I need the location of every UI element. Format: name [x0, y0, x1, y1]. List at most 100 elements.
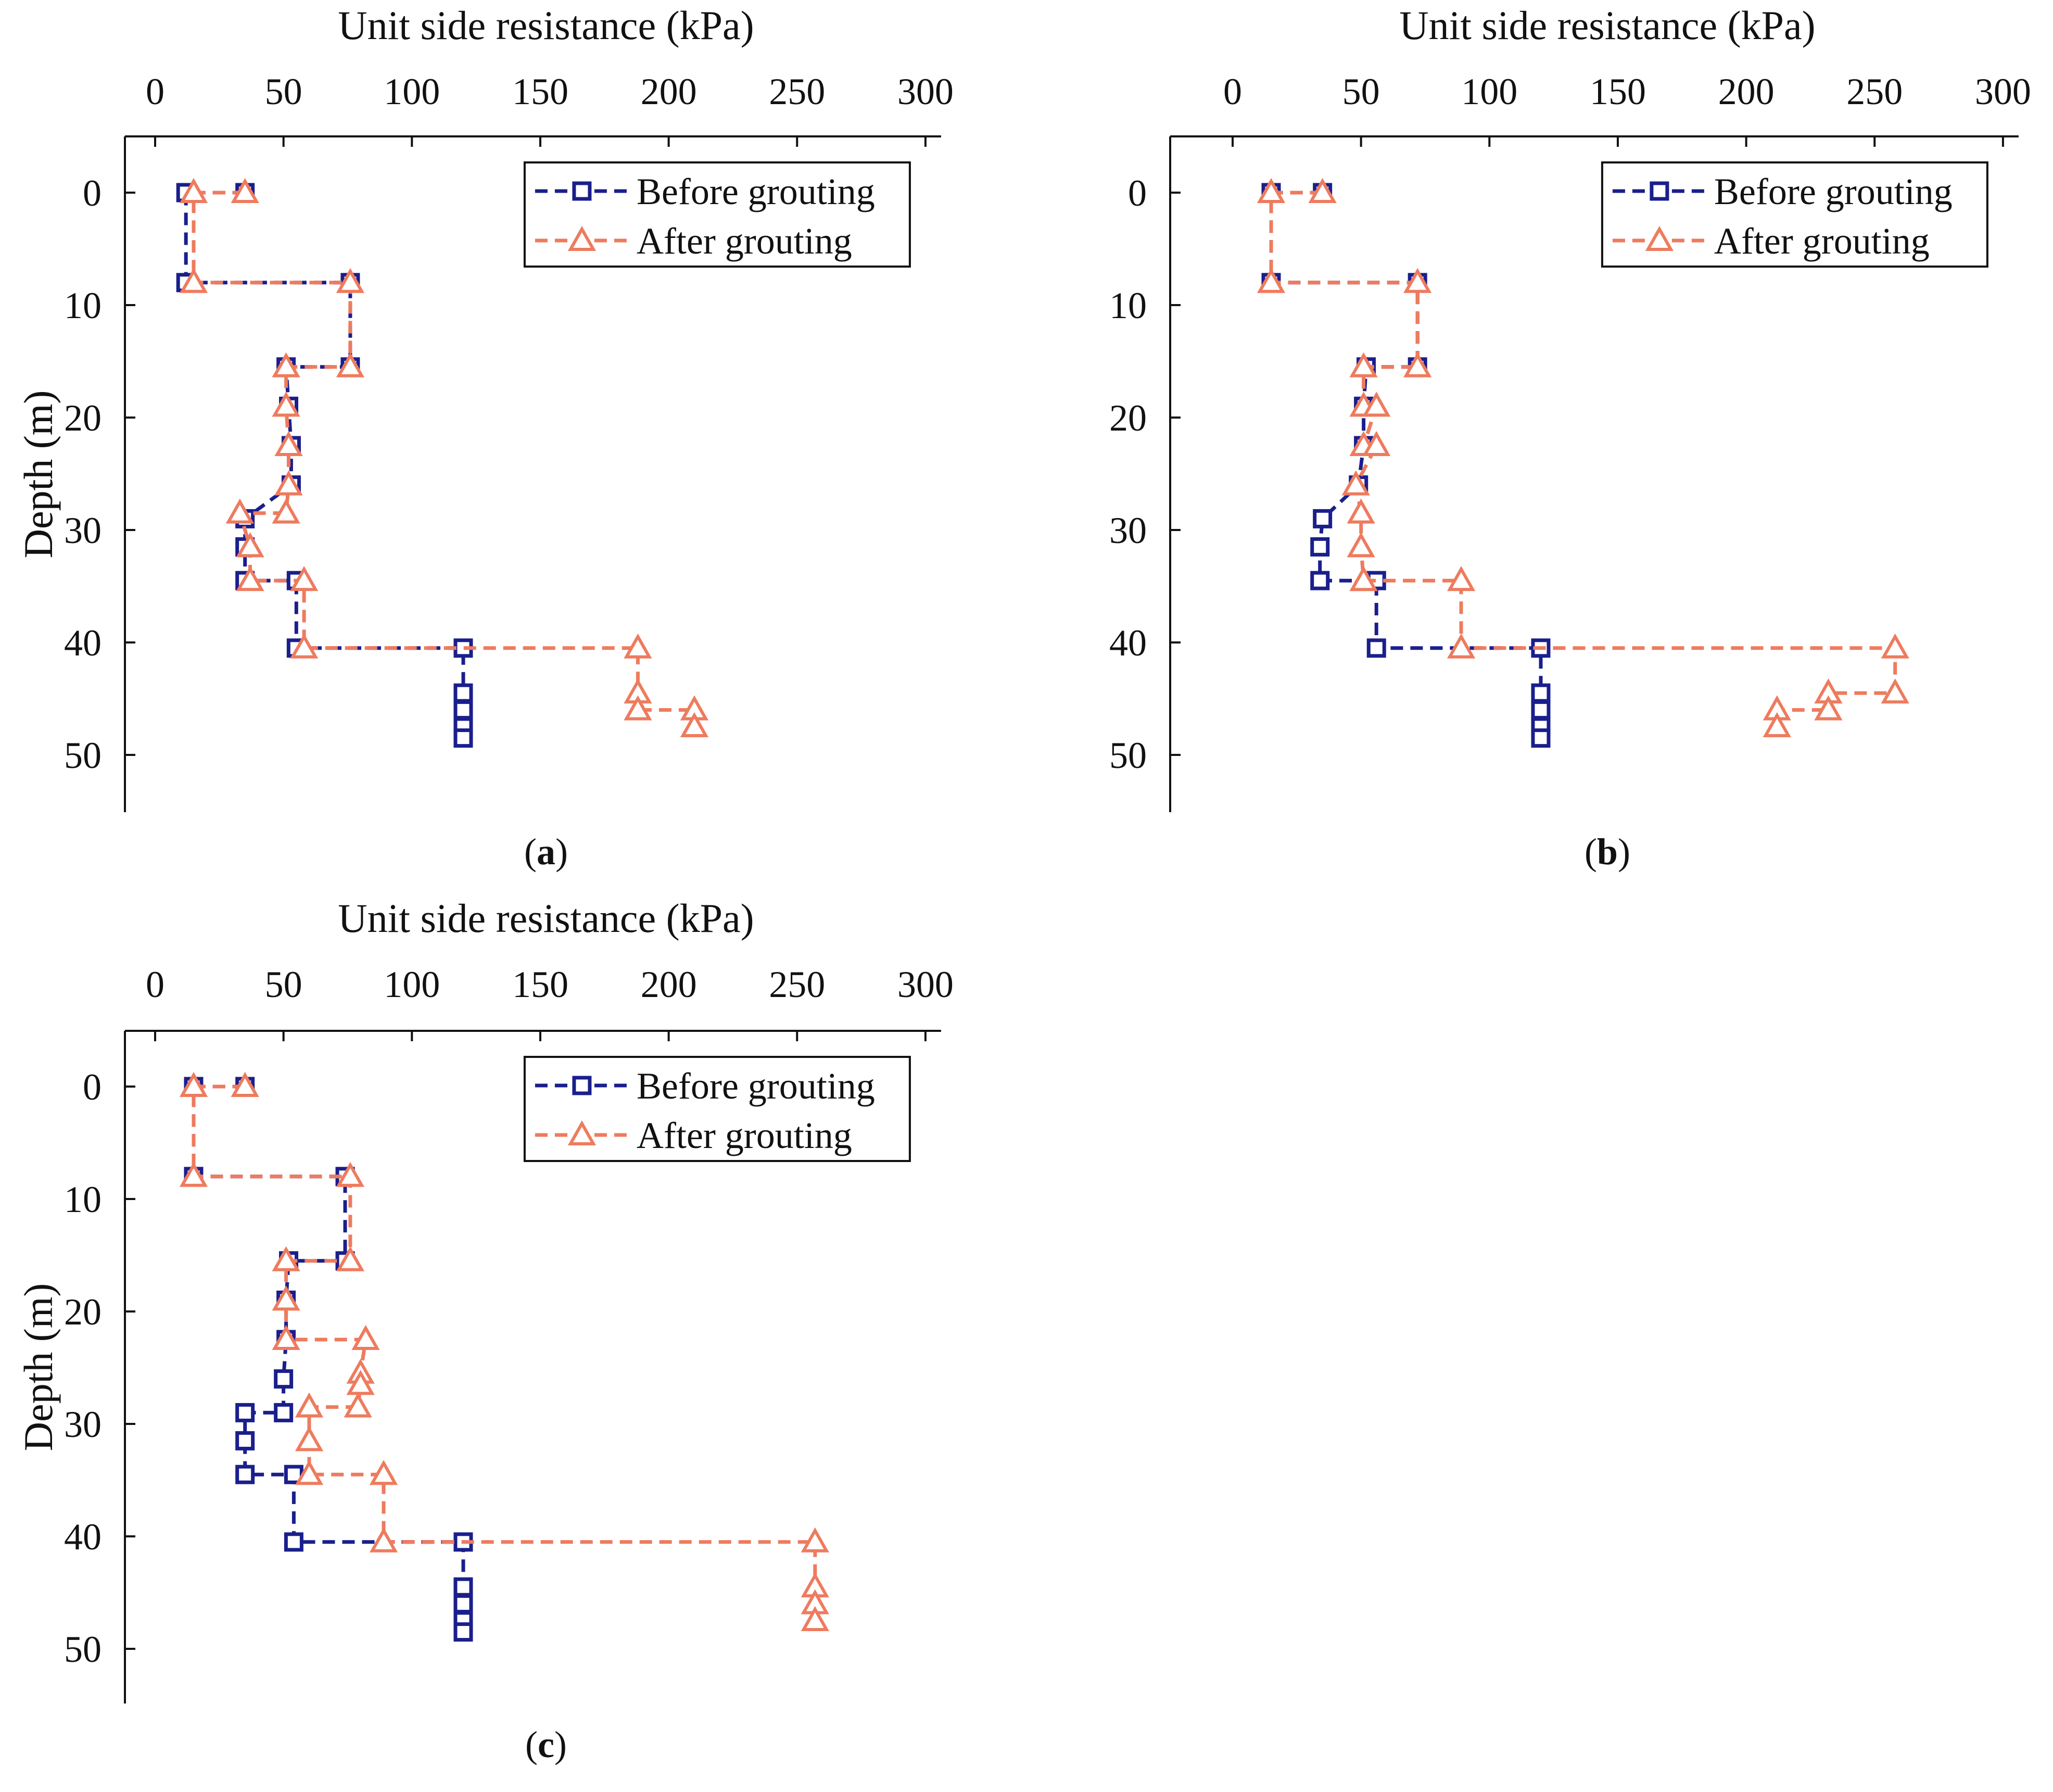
data-point-triangle — [1347, 532, 1375, 558]
x-tick-label: 200 — [641, 71, 697, 112]
x-axis-title: Unit side resistance (kPa) — [338, 3, 754, 48]
data-point-triangle — [1308, 178, 1337, 203]
data-point-square — [274, 1403, 294, 1422]
y-tick-label: 30 — [64, 1404, 102, 1445]
data-point-triangle — [1349, 352, 1378, 377]
legend-entry-label: After grouting — [637, 1115, 852, 1156]
y-tick-label: 20 — [64, 397, 102, 439]
y-tick-label: 30 — [64, 510, 102, 551]
x-tick-label: 100 — [1461, 71, 1517, 112]
data-point-square — [1310, 537, 1330, 557]
data-point-square — [1531, 700, 1551, 720]
data-point-triangle — [231, 178, 259, 203]
data-point-triangle — [344, 1392, 372, 1418]
data-point-triangle — [272, 1285, 300, 1311]
data-point-triangle — [801, 1606, 829, 1631]
legend: Before grouting After grouting — [1601, 161, 1988, 268]
y-tick-label: 0 — [83, 172, 102, 214]
data-point-triangle — [336, 352, 365, 377]
series-after-grouting — [179, 178, 709, 737]
panel-label: (c) — [525, 1724, 567, 1765]
data-point-triangle — [369, 1460, 398, 1485]
x-tick-label: 0 — [146, 964, 164, 1005]
legend-entry-label: After grouting — [637, 220, 852, 262]
data-point-triangle — [179, 268, 208, 293]
y-tick-label: 0 — [1128, 172, 1147, 214]
data-point-triangle — [295, 1392, 324, 1418]
x-axis-title: Unit side resistance (kPa) — [1399, 3, 1815, 48]
legend-marker-triangle — [567, 225, 597, 251]
data-point-triangle — [274, 470, 303, 496]
legend-marker-square — [572, 1076, 592, 1095]
data-point-triangle — [1341, 470, 1370, 496]
x-tick-label: 50 — [265, 71, 302, 112]
y-tick-label: 50 — [1109, 735, 1147, 776]
data-point-square — [453, 683, 473, 703]
x-tick-label: 50 — [265, 964, 302, 1005]
data-point-triangle — [272, 498, 300, 524]
x-axis-title: Unit side resistance (kPa) — [338, 895, 754, 941]
x-tick-label: 150 — [512, 71, 568, 112]
data-point-triangle — [1362, 392, 1391, 417]
legend-entry-label: Before grouting — [1714, 171, 1953, 212]
x-tick-label: 200 — [1718, 71, 1775, 112]
data-point-triangle — [1881, 678, 1909, 704]
x-tick-label: 0 — [1223, 71, 1242, 112]
x-tick-label: 250 — [769, 964, 825, 1005]
data-point-triangle — [1362, 431, 1391, 456]
y-tick-label: 50 — [64, 1629, 102, 1670]
x-tick-label: 100 — [384, 71, 440, 112]
y-tick-label: 0 — [83, 1066, 102, 1108]
data-point-triangle — [336, 268, 365, 293]
y-tick-label: 10 — [1109, 285, 1147, 326]
data-point-triangle — [624, 633, 652, 659]
data-point-square — [1313, 509, 1333, 528]
data-point-triangle — [231, 1071, 259, 1097]
y-tick-label: 30 — [1109, 510, 1147, 551]
data-point-triangle — [1349, 566, 1378, 591]
y-axis-title: Depth (m) — [16, 390, 61, 559]
data-point-triangle — [274, 431, 303, 456]
y-tick-label: 40 — [64, 622, 102, 664]
data-point-triangle — [1403, 352, 1432, 377]
y-axis-title: Depth (m) — [16, 1283, 61, 1452]
x-tick-label: 0 — [146, 71, 164, 112]
legend-marker-square — [572, 181, 592, 201]
data-point-triangle — [1403, 268, 1432, 293]
data-point-triangle — [369, 1527, 398, 1553]
data-point-square — [1310, 571, 1330, 590]
data-point-triangle — [1814, 695, 1843, 721]
data-point-triangle — [351, 1324, 380, 1350]
chart-panel-c: 0 50 100 150 200 250 300 0 10 20 30 40 50 Unit side r… — [16, 895, 954, 1765]
data-point-triangle — [236, 566, 264, 591]
series-before-grouting — [1261, 183, 1551, 748]
x-tick-label: 300 — [897, 71, 954, 112]
data-point-square — [453, 728, 473, 748]
data-point-triangle — [1881, 633, 1909, 659]
data-point-square — [274, 1369, 294, 1389]
data-point-triangle — [295, 1460, 324, 1485]
data-point-square — [235, 1431, 255, 1450]
data-point-triangle — [272, 1246, 300, 1271]
legend: Before grouting After grouting — [523, 1056, 911, 1162]
data-point-triangle — [336, 1246, 365, 1271]
data-point-square — [453, 1594, 473, 1614]
chart-panel-a: 0 50 100 150 200 250 300 0 10 20 30 40 50 Unit side r… — [16, 3, 954, 873]
data-point-triangle — [680, 712, 709, 737]
legend-entry-label: Before grouting — [637, 1065, 875, 1107]
data-point-square — [453, 1577, 473, 1597]
data-point-square — [235, 1403, 255, 1422]
y-tick-label: 10 — [64, 1179, 102, 1220]
y-tick-label: 10 — [64, 285, 102, 326]
data-point-triangle — [225, 498, 254, 524]
data-point-square — [453, 700, 473, 720]
data-point-square — [284, 1532, 303, 1552]
data-point-triangle — [801, 1527, 829, 1553]
y-tick-label: 20 — [1109, 397, 1147, 439]
series-line — [192, 1084, 817, 1621]
legend-marker-triangle — [567, 1120, 597, 1145]
x-tick-label: 100 — [384, 964, 440, 1005]
data-point-triangle — [272, 352, 300, 377]
